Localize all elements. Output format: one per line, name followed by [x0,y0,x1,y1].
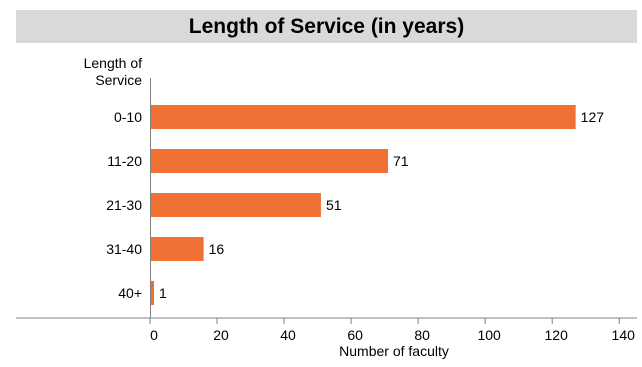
bar-21-30 [151,193,321,217]
category-label: 21-30 [106,197,142,213]
bar-value-label: 71 [393,153,409,169]
x-tick-label: 60 [347,327,363,343]
title-band [16,10,637,43]
y-axis-label-line-1: Length of [83,55,142,71]
chart-title: Length of Service (in years) [188,15,465,38]
y-axis-label-line-2: Service [95,72,142,88]
bar-31-40 [151,237,204,261]
category-label: 40+ [118,285,142,301]
bar-value-label: 16 [209,241,225,257]
bar-value-label: 127 [581,109,605,125]
bar-value-label: 51 [326,197,342,213]
x-tick-label: 140 [612,327,636,343]
y-axis-label: Length of Service [22,55,142,89]
x-tick-label: 0 [150,327,158,343]
x-tick-label: 120 [545,327,569,343]
bar-value-label: 1 [159,285,167,301]
bar-0-10 [151,105,576,129]
x-tick-label: 80 [414,327,430,343]
x-tick-label: 20 [213,327,229,343]
bar-11-20 [151,149,388,173]
x-tick-label: 40 [280,327,296,343]
x-tick-label: 100 [477,327,501,343]
bar-40+ [151,281,154,305]
category-label: 11-20 [107,153,142,169]
x-axis-label: Number of faculty [339,343,449,359]
category-label: 0-10 [114,109,142,125]
category-label: 31-40 [106,241,142,257]
